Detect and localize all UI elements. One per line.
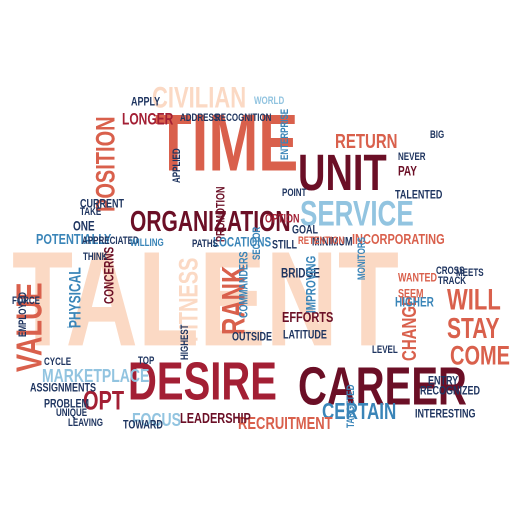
cloud-word-pay: PAY — [398, 164, 417, 180]
cloud-word-come: COME — [450, 341, 510, 372]
cloud-word-never: NEVER — [398, 150, 426, 163]
cloud-word-option: OPTION — [265, 211, 300, 226]
cloud-word-appreciated: APPRECIATED — [82, 234, 139, 247]
cloud-word-force: FORCE — [12, 294, 40, 307]
cloud-word-civilian: CIVILIAN — [152, 80, 247, 115]
cloud-word-desire: DESIRE — [128, 352, 277, 412]
cloud-word-assignments: ASSIGNMENTS — [30, 380, 97, 395]
cloud-word-highest: HIGHEST — [178, 324, 191, 360]
cloud-word-sector: SECTOR — [250, 226, 263, 260]
cloud-word-leaving: LEAVING — [68, 416, 103, 429]
cloud-word-return: RETURN — [335, 130, 398, 154]
cloud-word-recognized: RECOGNIZED — [420, 383, 481, 398]
cloud-word-retention: RETENTION — [298, 234, 345, 247]
cloud-word-entry: ENTRY — [428, 373, 459, 388]
cloud-word-certain: CERTAIN — [322, 398, 397, 425]
cloud-word-still: STILL — [272, 237, 297, 252]
cloud-word-service: SERVICE — [300, 193, 414, 234]
cloud-word-track: TRACK — [438, 274, 466, 287]
cloud-word-efforts: EFFORTS — [282, 309, 334, 326]
cloud-word-unit: UNIT — [298, 145, 387, 202]
cloud-word-one: ONE — [73, 219, 95, 235]
cloud-word-improving: IMPROVING — [304, 255, 320, 313]
cloud-word-bridge: BRIDGE — [281, 266, 320, 282]
cloud-word-focus: FOCUS — [132, 408, 181, 431]
cloud-word-interesting: INTERESTING — [415, 406, 476, 421]
cloud-word-physical: PHYSICAL — [65, 267, 85, 328]
cloud-word-problem: PROBLEM — [44, 396, 89, 411]
cloud-word-latitude: LATITUDE — [283, 327, 327, 342]
cloud-word-apply: APPLY — [131, 94, 161, 109]
cloud-word-higher: HIGHER — [395, 295, 434, 311]
cloud-word-potentially: POTENTIALLY — [36, 231, 112, 248]
cloud-word-locations: LOCATIONS — [213, 235, 272, 251]
cloud-word-cycle: CYCLE — [44, 355, 72, 368]
cloud-word-physical: PHYSICAL — [67, 328, 73, 330]
cloud-word-talent: TALENT — [12, 223, 399, 376]
cloud-word-world: WORLD — [254, 94, 285, 107]
cloud-word-seem: SEEM — [398, 286, 424, 301]
cloud-word-career: CAREER — [298, 357, 467, 417]
cloud-word-organization: ORGANIZATION — [130, 206, 291, 238]
cloud-word-toward: TOWARD — [123, 417, 163, 432]
cloud-word-enterprise: ENTERPRISE — [278, 108, 291, 160]
cloud-word-wanted: WANTED — [398, 270, 437, 285]
cloud-word-meets: MEETS — [456, 266, 484, 279]
cloud-word-willing: WILLING — [130, 236, 164, 249]
cloud-word-commanders: COMMANDERS — [236, 251, 251, 319]
cloud-word-monitors: MONITORS — [355, 237, 368, 280]
cloud-word-goal: GOAL — [292, 222, 318, 237]
cloud-word-time: TIME — [155, 97, 299, 189]
cloud-word-promotion: PROMOTION — [213, 186, 228, 243]
cloud-word-applied: APPLIED — [170, 148, 183, 183]
cloud-word-recognition: RECOGNITION — [215, 111, 272, 124]
cloud-word-level: LEVEL — [372, 343, 398, 356]
cloud-word-employed: EMPLOYED — [16, 292, 29, 337]
cloud-word-point: POINT — [282, 186, 307, 199]
cloud-word-think: THINK — [83, 250, 108, 263]
cloud-word-opt: OPT — [83, 386, 125, 417]
cloud-word-cross: CROSS — [436, 264, 465, 277]
cloud-word-minimum: MINIMUM — [312, 234, 353, 249]
cloud-word-top: TOP — [138, 354, 155, 367]
cloud-word-stay: STAY — [447, 313, 500, 345]
cloud-word-leadership: LEADERSHIP — [180, 410, 251, 427]
cloud-word-big: BIG — [430, 128, 445, 141]
cloud-word-marketplace: MARKETPLACE — [42, 364, 150, 387]
cloud-word-take: TAKE — [80, 205, 102, 218]
cloud-word-incorporating: INCORPORATING — [352, 231, 445, 248]
cloud-word-paths: PATHS — [192, 237, 218, 250]
cloud-word-current: CURRENT — [80, 196, 124, 211]
cloud-word-will: WILL — [447, 282, 501, 317]
cloud-word-targeted: TARGETED — [344, 384, 357, 428]
cloud-word-address: ADDRESS — [180, 111, 220, 124]
cloud-word-recruitment: RECRUITMENT — [238, 412, 333, 433]
cloud-word-unique: UNIQUE — [56, 406, 88, 419]
cloud-word-outside: OUTSIDE — [232, 329, 273, 344]
cloud-word-talented: TALENTED — [395, 187, 443, 202]
cloud-word-longer: LONGER — [122, 109, 174, 129]
